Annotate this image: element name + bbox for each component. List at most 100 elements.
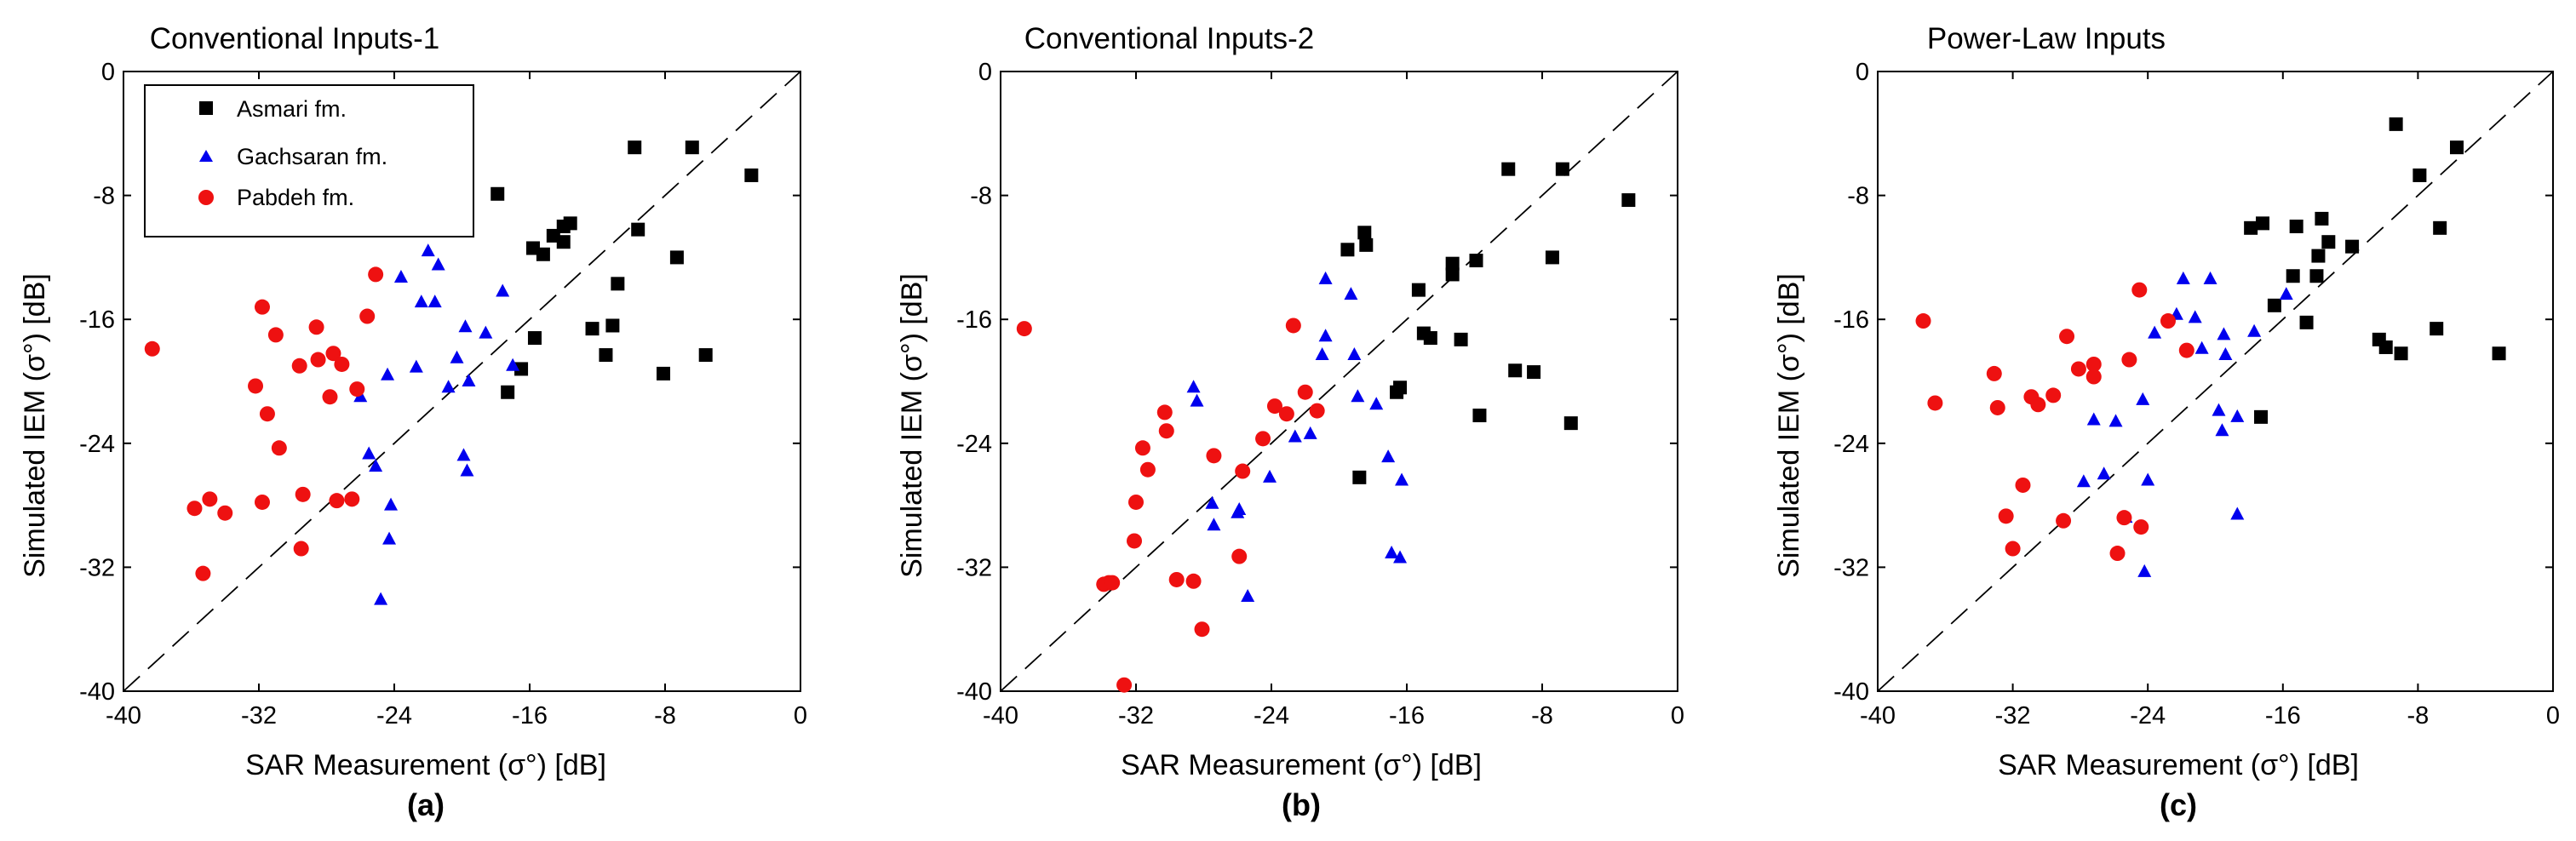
point-pabdeh-fm [1185,573,1202,589]
point-asmari-fm [1501,162,1516,176]
point-asmari-fm [1359,237,1374,252]
legend-label-gachsaran: Gachsaran fm. [237,144,387,169]
point-asmari-fm [1545,250,1559,265]
point-asmari-fm [2412,168,2427,182]
point-asmari-fm [744,168,759,182]
point-asmari-fm [1390,385,1404,399]
point-pabdeh-fm [1235,463,1251,479]
point-asmari-fm [2299,315,2314,329]
point-pabdeh-fm [267,327,284,343]
point-gachsaran-fm [2230,409,2245,422]
point-gachsaran-fm [2247,323,2262,337]
point-gachsaran-fm [2148,325,2162,339]
chart-panel-c: Power-Law Inputs SAR Measurement (σ°) [d… [1773,22,2560,822]
point-pabdeh-fm [1255,431,1271,447]
point-gachsaran-fm [441,380,456,393]
point-pabdeh-fm [1104,575,1121,591]
point-pabdeh-fm [2121,352,2137,368]
x-tick-label: 0 [794,702,807,729]
chart-panel-b: Conventional Inputs-2 SAR Measurement (σ… [896,22,1684,822]
point-asmari-fm [599,348,613,363]
legend-label-asmari: Asmari fm. [237,96,347,122]
point-asmari-fm [514,362,529,376]
point-pabdeh-fm [217,505,233,521]
point-pabdeh-fm [202,491,218,507]
point-asmari-fm [1411,283,1426,297]
point-pabdeh-fm [1128,494,1144,510]
point-gachsaran-fm [381,367,395,380]
point-gachsaran-fm [2188,310,2202,323]
point-pabdeh-fm [329,493,345,509]
point-gachsaran-fm [427,295,442,308]
y-tick-label: -24 [956,431,992,458]
point-gachsaran-fm [374,592,388,605]
point-gachsaran-fm [2230,506,2245,520]
point-pabdeh-fm [2116,510,2132,526]
point-gachsaran-fm [458,319,473,333]
legend-marker-asmari [199,101,213,115]
point-gachsaran-fm [2136,392,2150,405]
point-gachsaran-fm [2217,327,2231,340]
point-gachsaran-fm [462,374,476,386]
point-gachsaran-fm [1351,389,1365,403]
point-asmari-fm [1352,470,1367,484]
point-asmari-fm [527,331,542,346]
point-asmari-fm [631,222,645,237]
x-tick-label: -24 [376,702,412,729]
point-gachsaran-fm [1303,426,1317,439]
point-pabdeh-fm [359,308,376,324]
y-tick-label: -24 [1833,431,1869,458]
point-asmari-fm [1527,365,1541,380]
point-gachsaran-fm [450,350,464,363]
x-tick-label: -16 [2265,702,2301,729]
x-tick-label: 0 [2546,702,2560,729]
x-tick-label: -8 [1531,702,1553,729]
point-pabdeh-fm [1998,508,2014,524]
point-asmari-fm [685,140,699,155]
point-asmari-fm [2321,235,2336,249]
point-asmari-fm [698,348,713,363]
panel-subcaption: (c) [2160,787,2197,822]
plot-area [1000,71,1678,692]
point-gachsaran-fm [409,359,423,373]
point-asmari-fm [2254,409,2269,424]
point-asmari-fm [611,277,625,291]
point-pabdeh-fm [248,378,264,394]
point-asmari-fm [536,247,550,261]
point-gachsaran-fm [2137,564,2152,577]
x-axis-label: SAR Measurement (σ°) [dB] [1121,749,1482,781]
point-gachsaran-fm [1241,588,1255,602]
point-gachsaran-fm [2097,466,2111,480]
y-tick-label: -40 [1833,678,1869,706]
point-gachsaran-fm [1318,271,1333,284]
x-tick-label: -8 [2407,702,2430,729]
point-gachsaran-fm [1347,347,1362,361]
chart-panel-a: Conventional Inputs-1 SAR Measurement (σ… [19,22,807,822]
point-pabdeh-fm [2015,477,2031,493]
point-asmari-fm [1563,416,1578,431]
x-axis-label: SAR Measurement (σ°) [dB] [1998,749,2359,781]
point-pabdeh-fm [322,389,338,405]
x-tick-label: -32 [1118,702,1154,729]
point-pabdeh-fm [1285,318,1301,334]
point-pabdeh-fm [1915,313,1931,329]
point-gachsaran-fm [2218,347,2233,361]
plot-area [123,71,801,692]
point-pabdeh-fm [1309,403,1325,419]
point-asmari-fm [2244,220,2258,235]
point-pabdeh-fm [2133,519,2149,535]
point-pabdeh-fm [2045,387,2062,403]
x-tick-label: 0 [1671,702,1684,729]
one-to-one-line [1000,71,1678,692]
point-asmari-fm [2256,216,2270,231]
y-axis-label: Simulated IEM (σ°) [dB] [19,273,51,578]
point-pabdeh-fm [308,319,324,335]
point-pabdeh-fm [2030,397,2046,413]
point-pabdeh-fm [254,494,270,510]
point-gachsaran-fm [421,243,435,257]
point-asmari-fm [2267,298,2281,312]
point-gachsaran-fm [1395,472,1409,486]
point-asmari-fm [1340,243,1355,257]
point-gachsaran-fm [1231,505,1245,518]
